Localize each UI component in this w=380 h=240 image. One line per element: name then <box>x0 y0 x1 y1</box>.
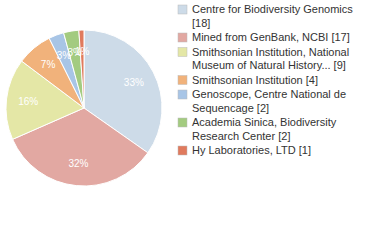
data-label: 1% <box>75 46 90 57</box>
legend-swatch <box>178 146 187 155</box>
legend-label: Academia Sinica, BiodiversityResearch Ce… <box>192 116 337 142</box>
legend-label: Smithsonian Institution [4] <box>192 74 318 86</box>
legend-swatch <box>178 90 187 99</box>
legend-swatch <box>178 48 187 57</box>
legend-label: Genoscope, Centre National deSequencage … <box>192 88 346 114</box>
legend-label: Smithsonian Institution, NationalMuseum … <box>192 46 349 72</box>
data-label: 16% <box>18 96 38 107</box>
data-label: 33% <box>124 77 144 88</box>
pie-slice <box>79 30 84 108</box>
legend-label: Hy Laboratories, LTD [1] <box>192 144 311 156</box>
legend-swatch <box>178 5 187 14</box>
data-label: 32% <box>68 158 88 169</box>
legend-label: Centre for Biodiversity Genomics[18] <box>192 3 353 29</box>
data-label: 7% <box>41 59 56 70</box>
legend-swatch <box>178 76 187 85</box>
legend-swatch <box>178 33 187 42</box>
legend-label: Mined from GenBank, NCBI [17] <box>192 31 350 43</box>
pie-slice <box>64 30 84 108</box>
legend-swatch <box>178 118 187 127</box>
pie: 33%32%16%7%3%3%1% <box>6 30 162 186</box>
chart: 33%32%16%7%3%3%1%Centre for Biodiversity… <box>0 0 380 240</box>
legend: Centre for Biodiversity Genomics[18] Mine… <box>178 3 353 156</box>
